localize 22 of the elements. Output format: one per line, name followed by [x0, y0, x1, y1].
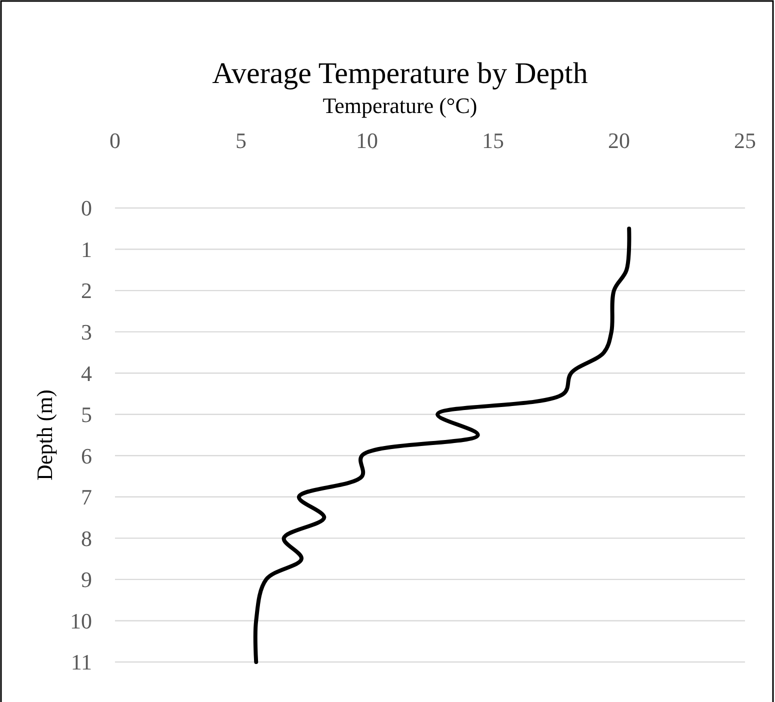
- y-tick-label: 2: [81, 278, 92, 304]
- x-tick-label: 15: [482, 128, 504, 153]
- x-axis-title: Temperature (°C): [322, 93, 478, 118]
- x-tick-label: 0: [110, 128, 120, 153]
- line-series: [253, 226, 632, 664]
- y-tick-label: 9: [81, 567, 92, 592]
- y-tick-label: 0: [81, 196, 92, 221]
- x-tick-label: 10: [356, 128, 378, 153]
- y-tick-label: 3: [81, 320, 92, 345]
- y-tick-label: 6: [81, 443, 92, 468]
- y-tick-label: 5: [81, 402, 92, 428]
- y-tick-label: 10: [70, 608, 92, 634]
- y-axis-title: Depth (m): [32, 389, 57, 481]
- y-tick-label: 7: [81, 484, 92, 510]
- y-tick-label: 1: [81, 236, 92, 262]
- chart-title: Average Temperature by Depth: [212, 57, 588, 90]
- x-tick-label: 5: [236, 128, 246, 153]
- y-tick-label: 4: [81, 360, 92, 386]
- y-tick-label: 11: [70, 650, 92, 675]
- x-tick-label: 20: [608, 128, 630, 153]
- y-tick-label: 8: [81, 526, 92, 551]
- x-tick-label: 25: [734, 128, 756, 153]
